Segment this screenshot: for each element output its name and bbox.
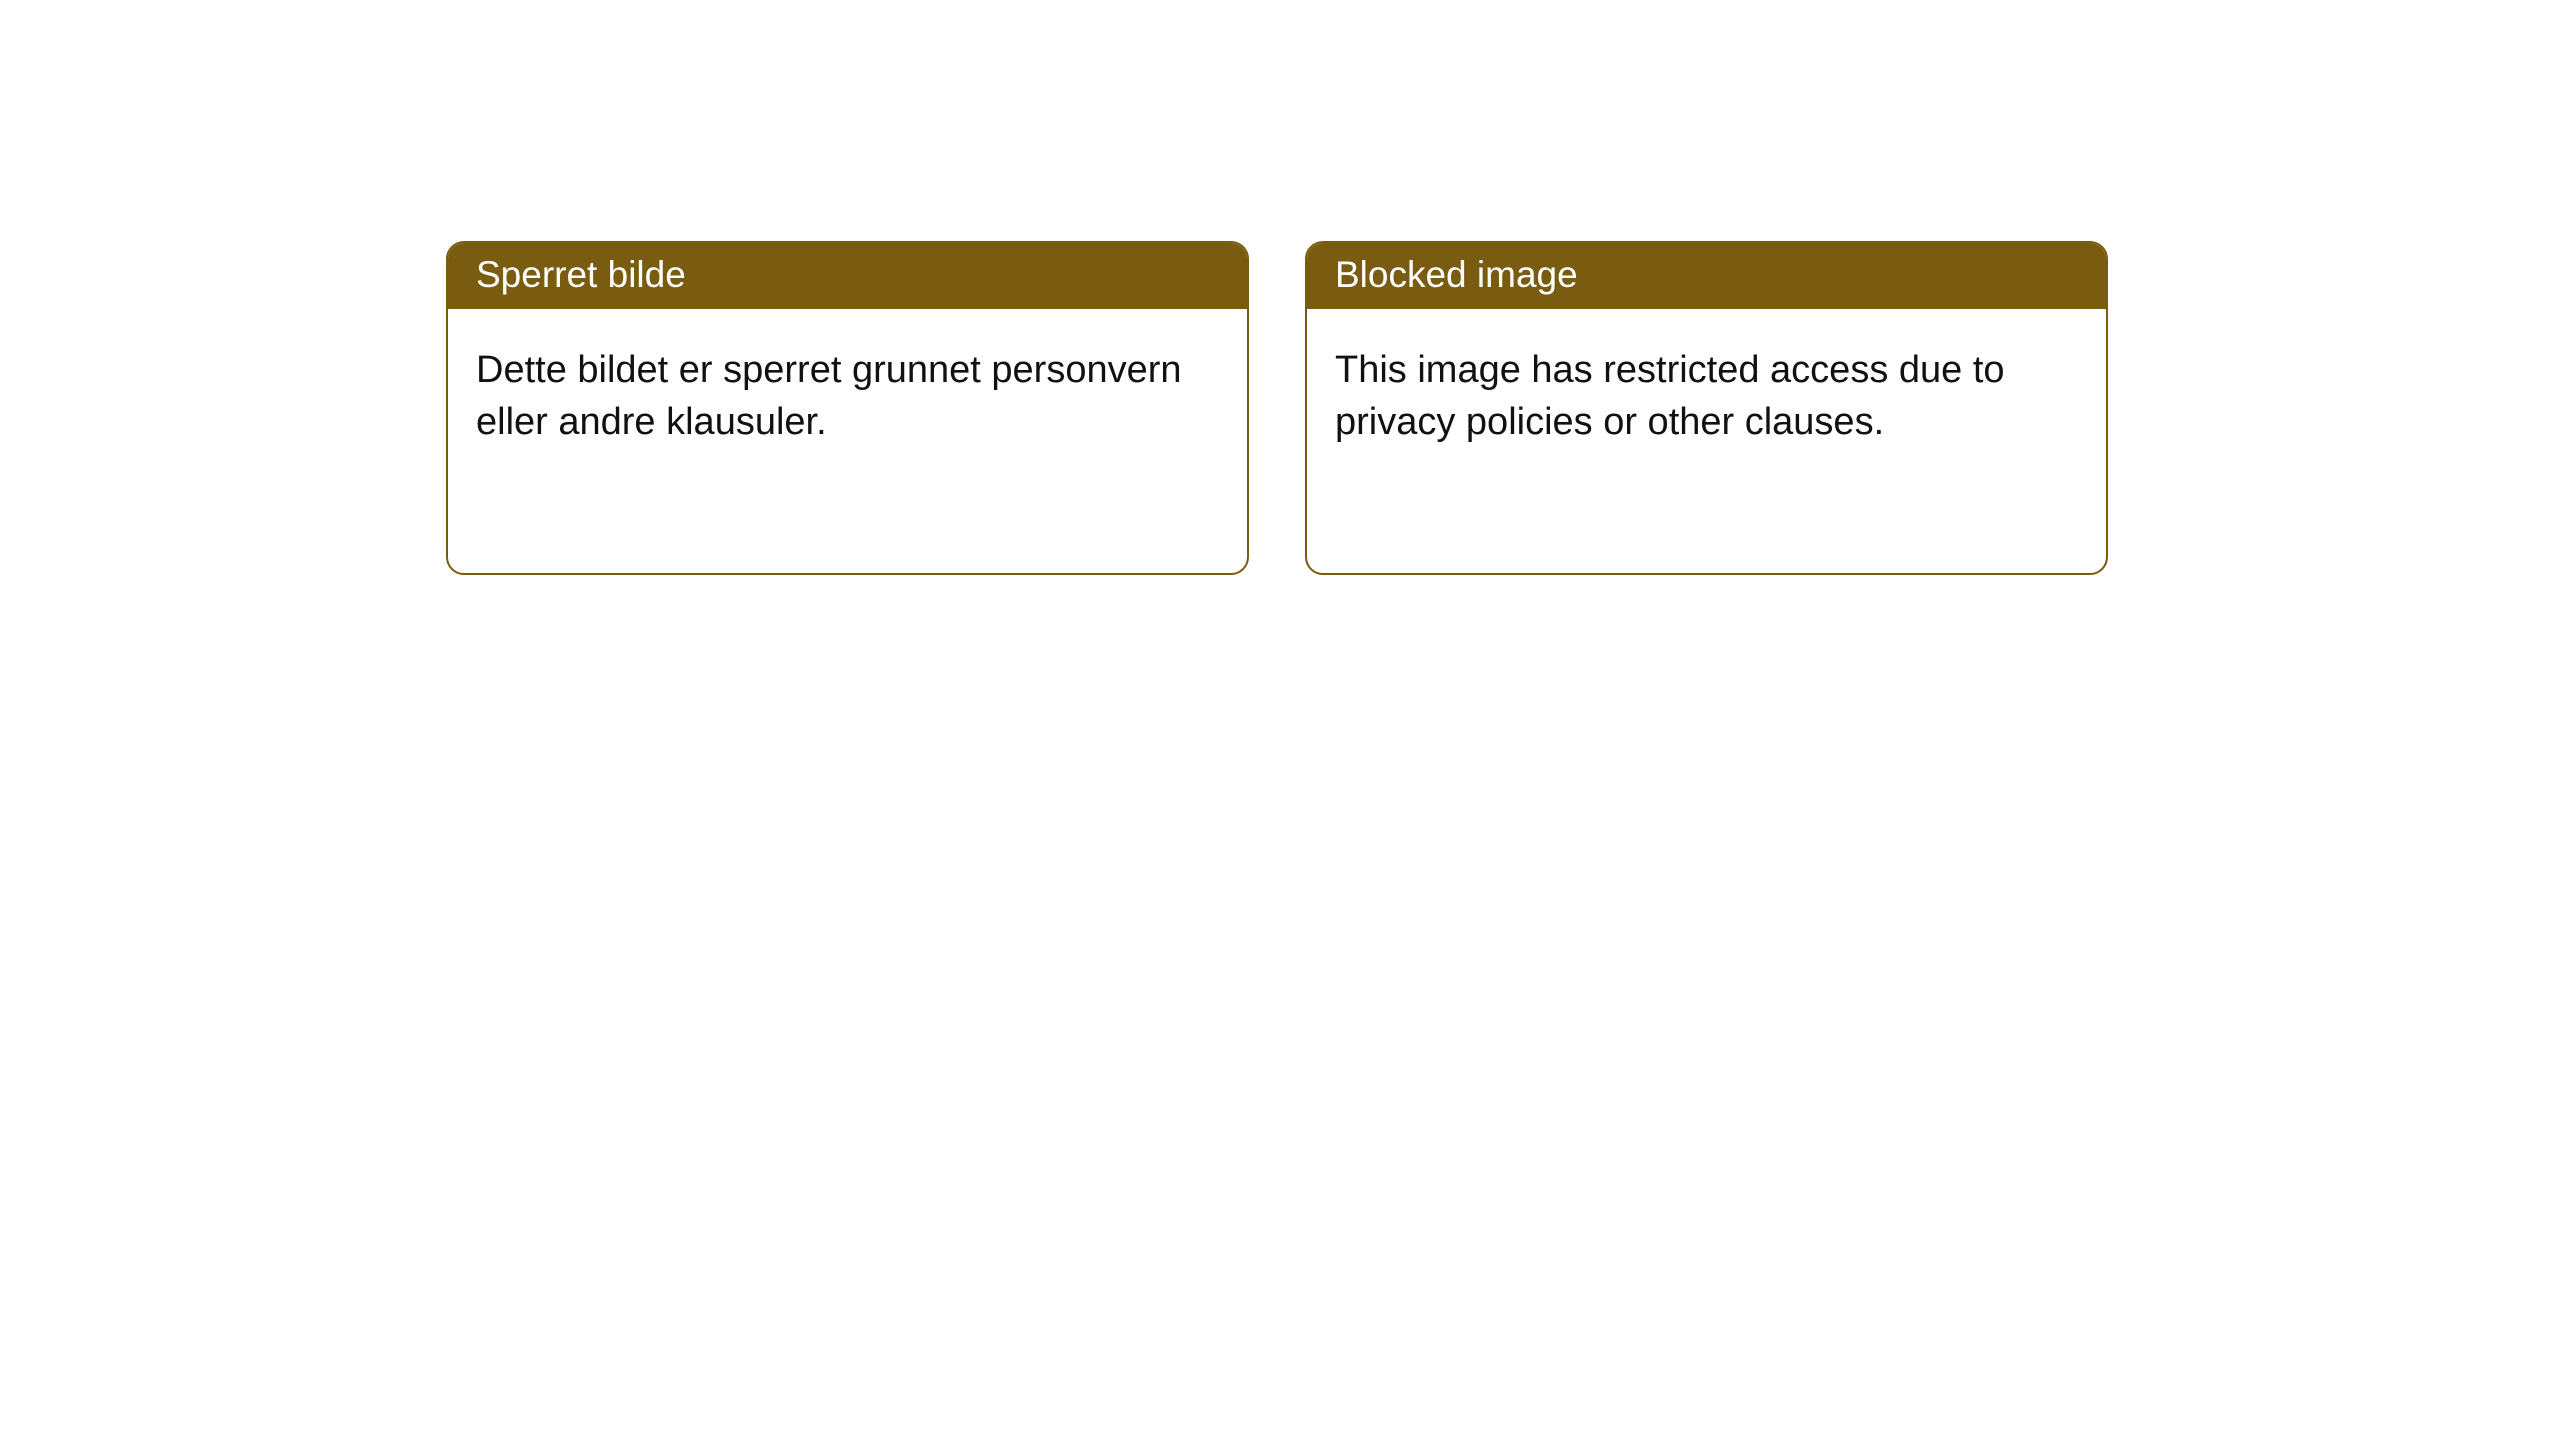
notice-container: Sperret bilde Dette bildet er sperret gr… [0, 0, 2560, 575]
notice-title: Sperret bilde [448, 243, 1247, 309]
notice-body: This image has restricted access due to … [1307, 309, 2106, 484]
notice-title: Blocked image [1307, 243, 2106, 309]
notice-body: Dette bildet er sperret grunnet personve… [448, 309, 1247, 484]
notice-card-english: Blocked image This image has restricted … [1305, 241, 2108, 575]
notice-card-norwegian: Sperret bilde Dette bildet er sperret gr… [446, 241, 1249, 575]
